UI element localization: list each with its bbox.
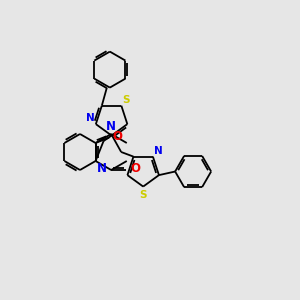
Text: N: N	[106, 120, 116, 133]
Text: N: N	[97, 162, 106, 175]
Text: O: O	[130, 163, 140, 176]
Text: N: N	[86, 113, 95, 123]
Text: O: O	[112, 130, 122, 143]
Text: N: N	[154, 146, 163, 156]
Text: S: S	[140, 190, 147, 200]
Text: S: S	[122, 94, 130, 105]
